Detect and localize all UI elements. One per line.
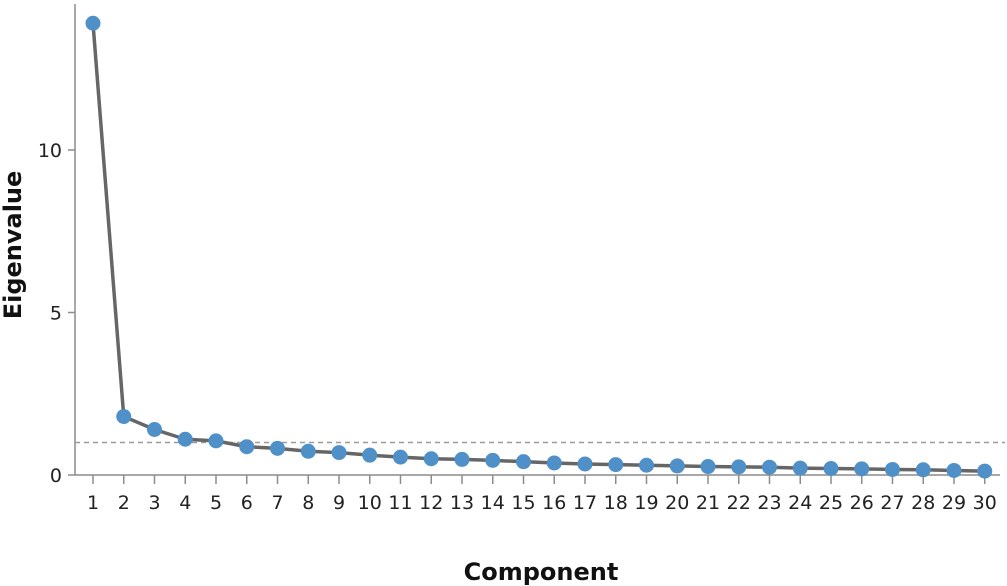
x-tick-label: 12 <box>419 492 443 514</box>
y-tick-label: 0 <box>50 465 62 487</box>
data-point <box>608 457 624 473</box>
x-tick-label: 16 <box>542 492 566 514</box>
x-tick-label: 6 <box>241 492 253 514</box>
data-point <box>177 431 193 447</box>
data-point <box>239 439 255 455</box>
axes <box>74 4 1000 476</box>
x-tick-label: 29 <box>942 492 966 514</box>
x-tick-label: 20 <box>665 492 689 514</box>
data-points <box>85 15 993 479</box>
data-point <box>823 461 839 476</box>
x-tick-label: 15 <box>511 492 535 514</box>
x-tick-label: 30 <box>973 492 997 514</box>
y-tick-label: 10 <box>38 140 62 162</box>
x-tick-label: 22 <box>727 492 751 514</box>
x-tick-label: 4 <box>179 492 191 514</box>
x-tick-label: 11 <box>388 492 412 514</box>
x-tick-label: 1 <box>87 492 99 514</box>
data-point <box>792 460 808 476</box>
data-point <box>208 433 224 449</box>
data-point <box>977 463 993 479</box>
y-tick-label: 5 <box>50 303 62 325</box>
data-point <box>546 455 562 471</box>
data-point <box>270 440 285 456</box>
data-point <box>885 461 900 477</box>
data-point <box>516 454 531 470</box>
data-point <box>946 462 962 478</box>
data-point <box>639 457 654 473</box>
y-ticks: 0 5 10 <box>38 140 75 487</box>
data-point <box>423 451 439 467</box>
data-point <box>854 461 870 477</box>
x-tick-label: 25 <box>819 492 843 514</box>
x-tick-label: 3 <box>148 492 160 514</box>
data-point <box>915 462 931 478</box>
data-point <box>731 459 747 475</box>
x-tick-label: 28 <box>911 492 935 514</box>
data-point <box>454 451 470 467</box>
x-tick-label: 8 <box>302 492 314 514</box>
x-tick-label: 9 <box>333 492 345 514</box>
x-tick-label: 7 <box>271 492 283 514</box>
data-point <box>85 15 101 31</box>
data-point <box>762 459 777 475</box>
y-axis-title: Eigenvalue <box>0 171 27 320</box>
x-axis-title: Component <box>464 558 619 586</box>
x-tick-label: 18 <box>604 492 628 514</box>
x-tick-label: 21 <box>696 492 720 514</box>
data-point <box>700 459 716 475</box>
data-point <box>577 456 593 472</box>
x-tick-label: 19 <box>634 492 658 514</box>
x-tick-label: 2 <box>118 492 130 514</box>
x-tick-label: 26 <box>850 492 874 514</box>
x-tick-label: 23 <box>757 492 781 514</box>
x-tick-label: 14 <box>481 492 505 514</box>
data-point <box>116 409 132 424</box>
x-tick-label: 5 <box>210 492 222 514</box>
data-point <box>393 449 408 465</box>
data-point <box>362 447 378 463</box>
x-tick-label: 10 <box>358 492 382 514</box>
x-tick-label: 24 <box>788 492 812 514</box>
x-tick-label: 27 <box>880 492 904 514</box>
data-point <box>331 445 347 461</box>
series-line <box>91 23 985 473</box>
data-point <box>669 458 685 474</box>
x-tick-label: 13 <box>450 492 474 514</box>
data-point <box>300 443 316 459</box>
x-tick-label: 17 <box>573 492 597 514</box>
data-point <box>147 422 162 437</box>
x-ticks: 1 2 3 4 5 6 7 8 9 10 11 12 13 14 15 16 17 18 19 20 21 22 23 24 2… <box>87 475 997 514</box>
data-point <box>485 452 501 468</box>
